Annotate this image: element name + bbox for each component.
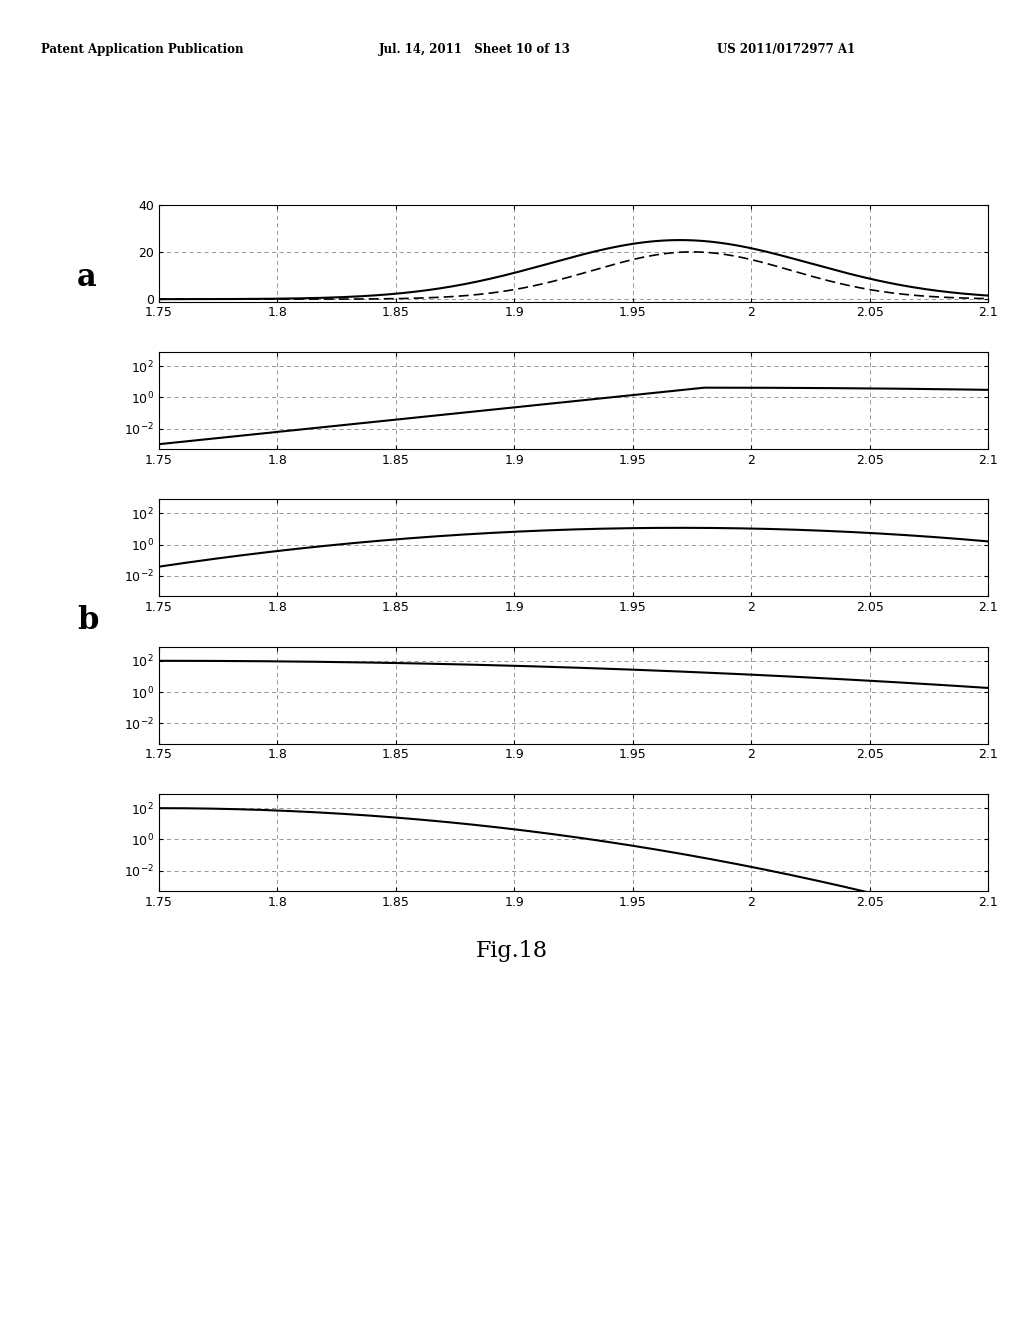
- Text: Patent Application Publication: Patent Application Publication: [41, 42, 244, 55]
- Text: a: a: [77, 261, 96, 293]
- Text: US 2011/0172977 A1: US 2011/0172977 A1: [717, 42, 855, 55]
- Text: b: b: [77, 605, 98, 636]
- Text: Jul. 14, 2011   Sheet 10 of 13: Jul. 14, 2011 Sheet 10 of 13: [379, 42, 570, 55]
- Text: Fig.18: Fig.18: [476, 940, 548, 962]
